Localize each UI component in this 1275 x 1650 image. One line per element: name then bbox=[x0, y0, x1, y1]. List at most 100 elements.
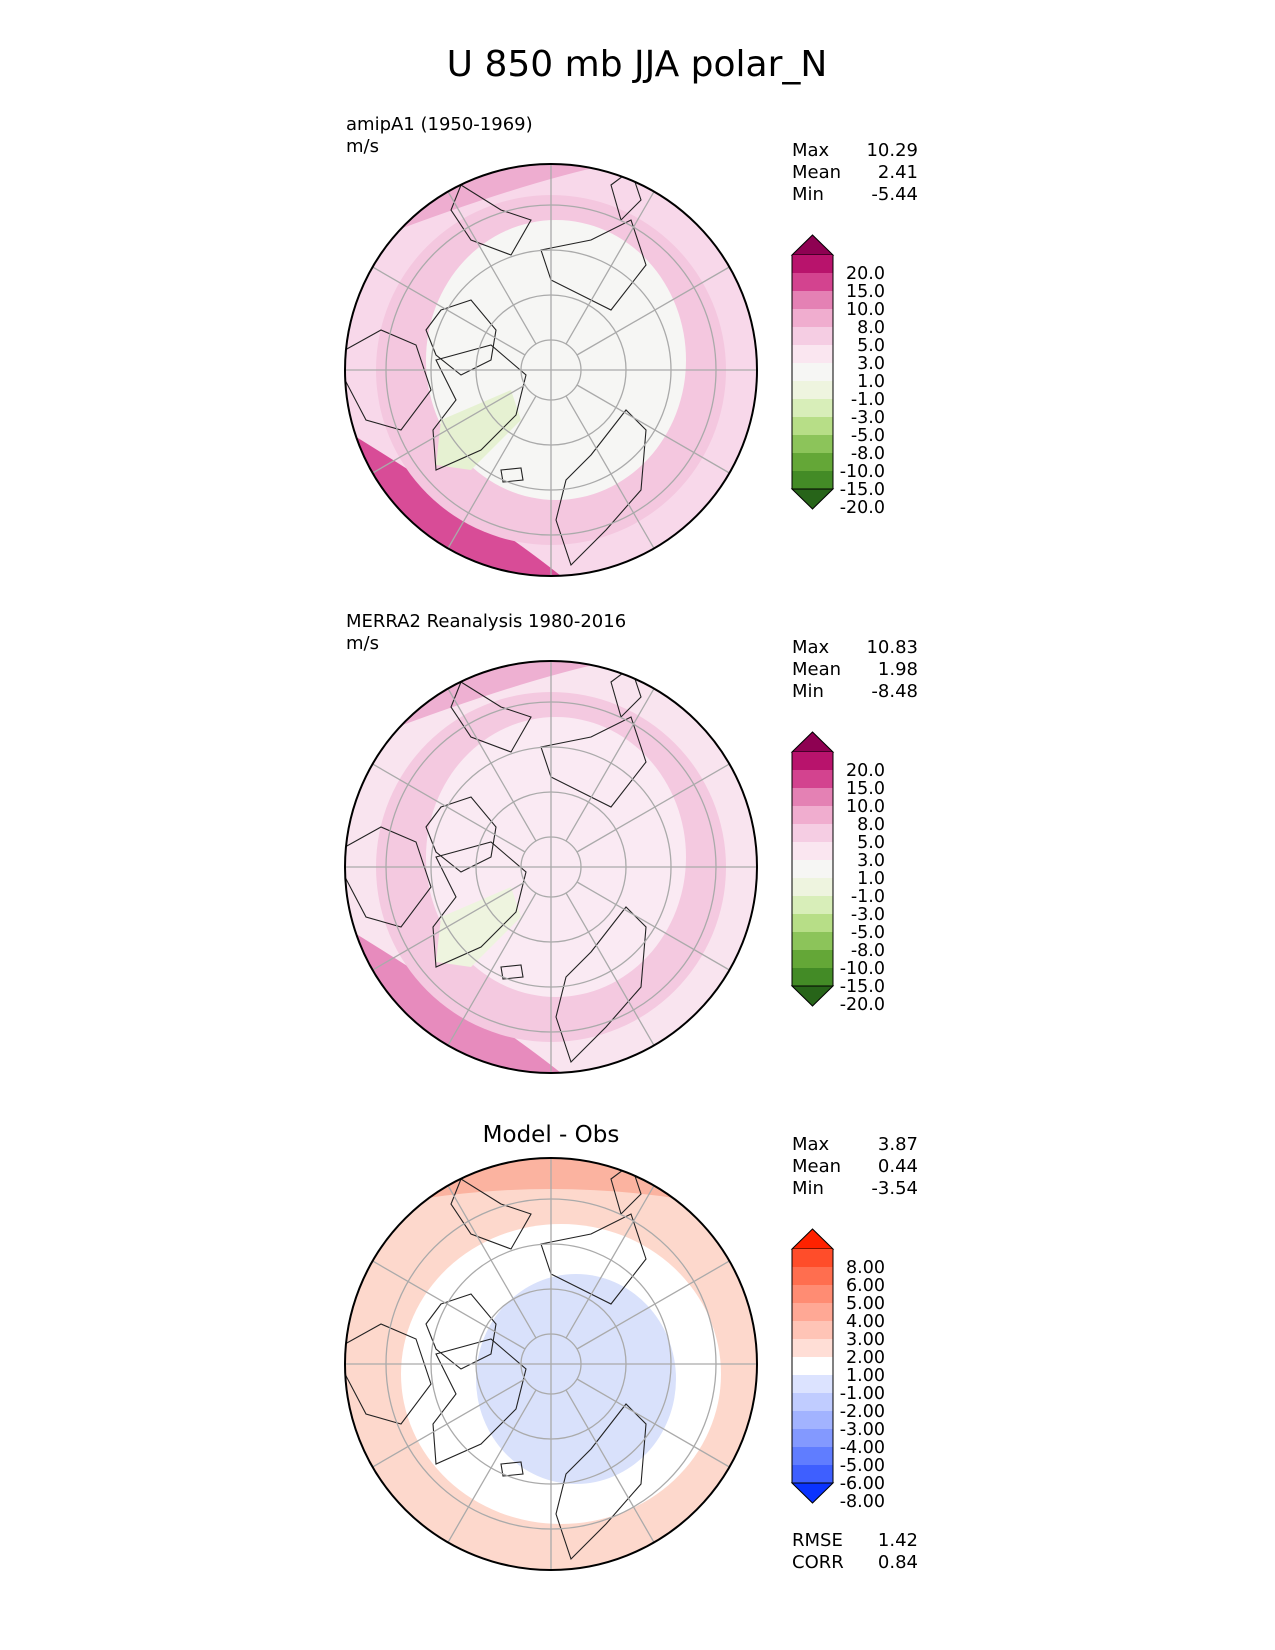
stat-label-mean: Mean bbox=[792, 659, 841, 680]
meridian-line bbox=[360, 1253, 526, 1350]
colorbar-tick-label: 4.00 bbox=[846, 1312, 885, 1332]
colorbar-bottom-extension bbox=[790, 1482, 835, 1504]
alaska-outline bbox=[450, 1178, 532, 1250]
colorbar: 20.015.010.08.05.03.01.0-1.0-3.0-5.0-8.0… bbox=[790, 731, 885, 1015]
meridian-line bbox=[360, 881, 526, 978]
colorbar-tick-label: 3.0 bbox=[857, 354, 885, 374]
map-boundary bbox=[344, 660, 758, 1074]
alaska-outline bbox=[450, 184, 532, 256]
colorbar-segment bbox=[792, 1249, 833, 1267]
colorbar-segment bbox=[792, 896, 833, 914]
colorbar-segment bbox=[792, 860, 833, 878]
colorbar-tick-label: 1.0 bbox=[857, 372, 885, 392]
north-america-outline bbox=[345, 329, 432, 431]
stat-value-mean: 2.41 bbox=[878, 162, 918, 183]
colorbar-segment bbox=[792, 273, 833, 291]
colorbar-frame bbox=[791, 255, 834, 489]
colorbar-tick-label: -3.0 bbox=[851, 905, 885, 925]
colorbar-segment bbox=[792, 1393, 833, 1411]
iceland-outline bbox=[500, 1461, 524, 1477]
stat-label-mean: Mean bbox=[792, 1156, 841, 1177]
stat-value-min: -5.44 bbox=[871, 184, 918, 205]
meridian-line bbox=[576, 259, 742, 356]
colorbar: 20.015.010.08.05.03.01.0-1.0-3.0-5.0-8.0… bbox=[790, 234, 885, 518]
north-america-outline bbox=[345, 826, 432, 928]
colorbar-segment bbox=[792, 1303, 833, 1321]
colorbar-top-extension bbox=[790, 1228, 835, 1250]
colorbar-tick-label: 1.00 bbox=[846, 1366, 885, 1386]
colorbar-tick-label: -1.0 bbox=[851, 390, 885, 410]
colorbar-segment bbox=[792, 1321, 833, 1339]
figure-title: U 850 mb JJA polar_N bbox=[447, 44, 828, 85]
colorbar-tick-label: -5.0 bbox=[851, 426, 885, 446]
colorbar-tick-label: 20.0 bbox=[846, 761, 885, 781]
colorbar-tick-label: 3.00 bbox=[846, 1330, 885, 1350]
colorbar-tick-label: 8.00 bbox=[846, 1258, 885, 1278]
colorbar-segment bbox=[792, 1375, 833, 1393]
stat-value-mean: 0.44 bbox=[878, 1156, 918, 1177]
colorbar-tick-label: 1.0 bbox=[857, 869, 885, 889]
colorbar-segment bbox=[792, 1465, 833, 1483]
polar-map bbox=[345, 164, 757, 576]
colorbar-segment bbox=[792, 471, 833, 489]
colorbar-tick-label: -2.00 bbox=[840, 1402, 885, 1422]
colorbar-tick-label: 10.0 bbox=[846, 797, 885, 817]
colorbar-tick-label: -8.0 bbox=[851, 941, 885, 961]
colorbar-segment bbox=[792, 878, 833, 896]
colorbar-tick-label: 20.0 bbox=[846, 264, 885, 284]
meridian-line bbox=[576, 881, 742, 978]
colorbar-tick-label: -10.0 bbox=[840, 462, 885, 482]
map-boundary bbox=[344, 163, 758, 577]
meridian-line bbox=[360, 1378, 526, 1475]
colorbar-segment bbox=[792, 327, 833, 345]
greenland-outline bbox=[432, 841, 527, 968]
meridian-line bbox=[565, 892, 662, 1058]
colorbar-tick-label: 5.0 bbox=[857, 336, 885, 356]
alaska-outline bbox=[450, 681, 532, 753]
colorbar-segment bbox=[792, 381, 833, 399]
stat-value-max: 10.29 bbox=[866, 140, 918, 161]
colorbar-segment bbox=[792, 309, 833, 327]
colorbar-tick-label: -5.00 bbox=[840, 1456, 885, 1476]
panel-diff: Model - Obs Max 3.87 Mean 0.44 Min -3.54 RMSE 1.… bbox=[344, 1122, 918, 1573]
meridian-line bbox=[440, 676, 537, 842]
north-america-outline bbox=[345, 1323, 432, 1425]
stat-value-corr: 0.84 bbox=[878, 1552, 918, 1573]
meridian-line bbox=[440, 1389, 537, 1555]
meridian-line bbox=[576, 1378, 742, 1475]
colorbar-bottom-extension bbox=[790, 985, 835, 1007]
colorbar-segment bbox=[792, 453, 833, 471]
meridian-line bbox=[440, 179, 537, 345]
colorbar-top-extension bbox=[790, 731, 835, 753]
colorbar-tick-label: -20.0 bbox=[840, 498, 885, 518]
siberia-outline bbox=[540, 219, 647, 311]
stat-value-max: 10.83 bbox=[866, 637, 918, 658]
colorbar-segment bbox=[792, 932, 833, 950]
stat-value-rmse: 1.42 bbox=[878, 1530, 918, 1551]
stat-label-max: Max bbox=[792, 140, 830, 161]
stat-value-max: 3.87 bbox=[878, 1134, 918, 1155]
greenland-outline bbox=[432, 1338, 527, 1465]
colorbar-segment bbox=[792, 1285, 833, 1303]
colorbar: 8.006.005.004.003.002.001.00-1.00-2.00-3… bbox=[790, 1228, 885, 1512]
colorbar-segment bbox=[792, 842, 833, 860]
meridian-line bbox=[440, 1173, 537, 1339]
meridian-line bbox=[360, 259, 526, 356]
colorbar-segment bbox=[792, 770, 833, 788]
panel-units: m/s bbox=[346, 633, 379, 654]
meridian-line bbox=[360, 384, 526, 481]
colorbar-tick-label: -1.00 bbox=[840, 1384, 885, 1404]
colorbar-tick-label: -5.0 bbox=[851, 923, 885, 943]
meridian-line bbox=[565, 1173, 662, 1339]
map-boundary bbox=[344, 1157, 758, 1571]
colorbar-tick-label: 5.00 bbox=[846, 1294, 885, 1314]
polar-map bbox=[345, 661, 757, 1073]
colorbar-segment bbox=[792, 417, 833, 435]
meridian-line bbox=[576, 756, 742, 853]
stat-value-mean: 1.98 bbox=[878, 659, 918, 680]
panel-units: m/s bbox=[346, 136, 379, 157]
colorbar-segment bbox=[792, 1411, 833, 1429]
meridian-line bbox=[440, 892, 537, 1058]
meridian-line bbox=[565, 179, 662, 345]
